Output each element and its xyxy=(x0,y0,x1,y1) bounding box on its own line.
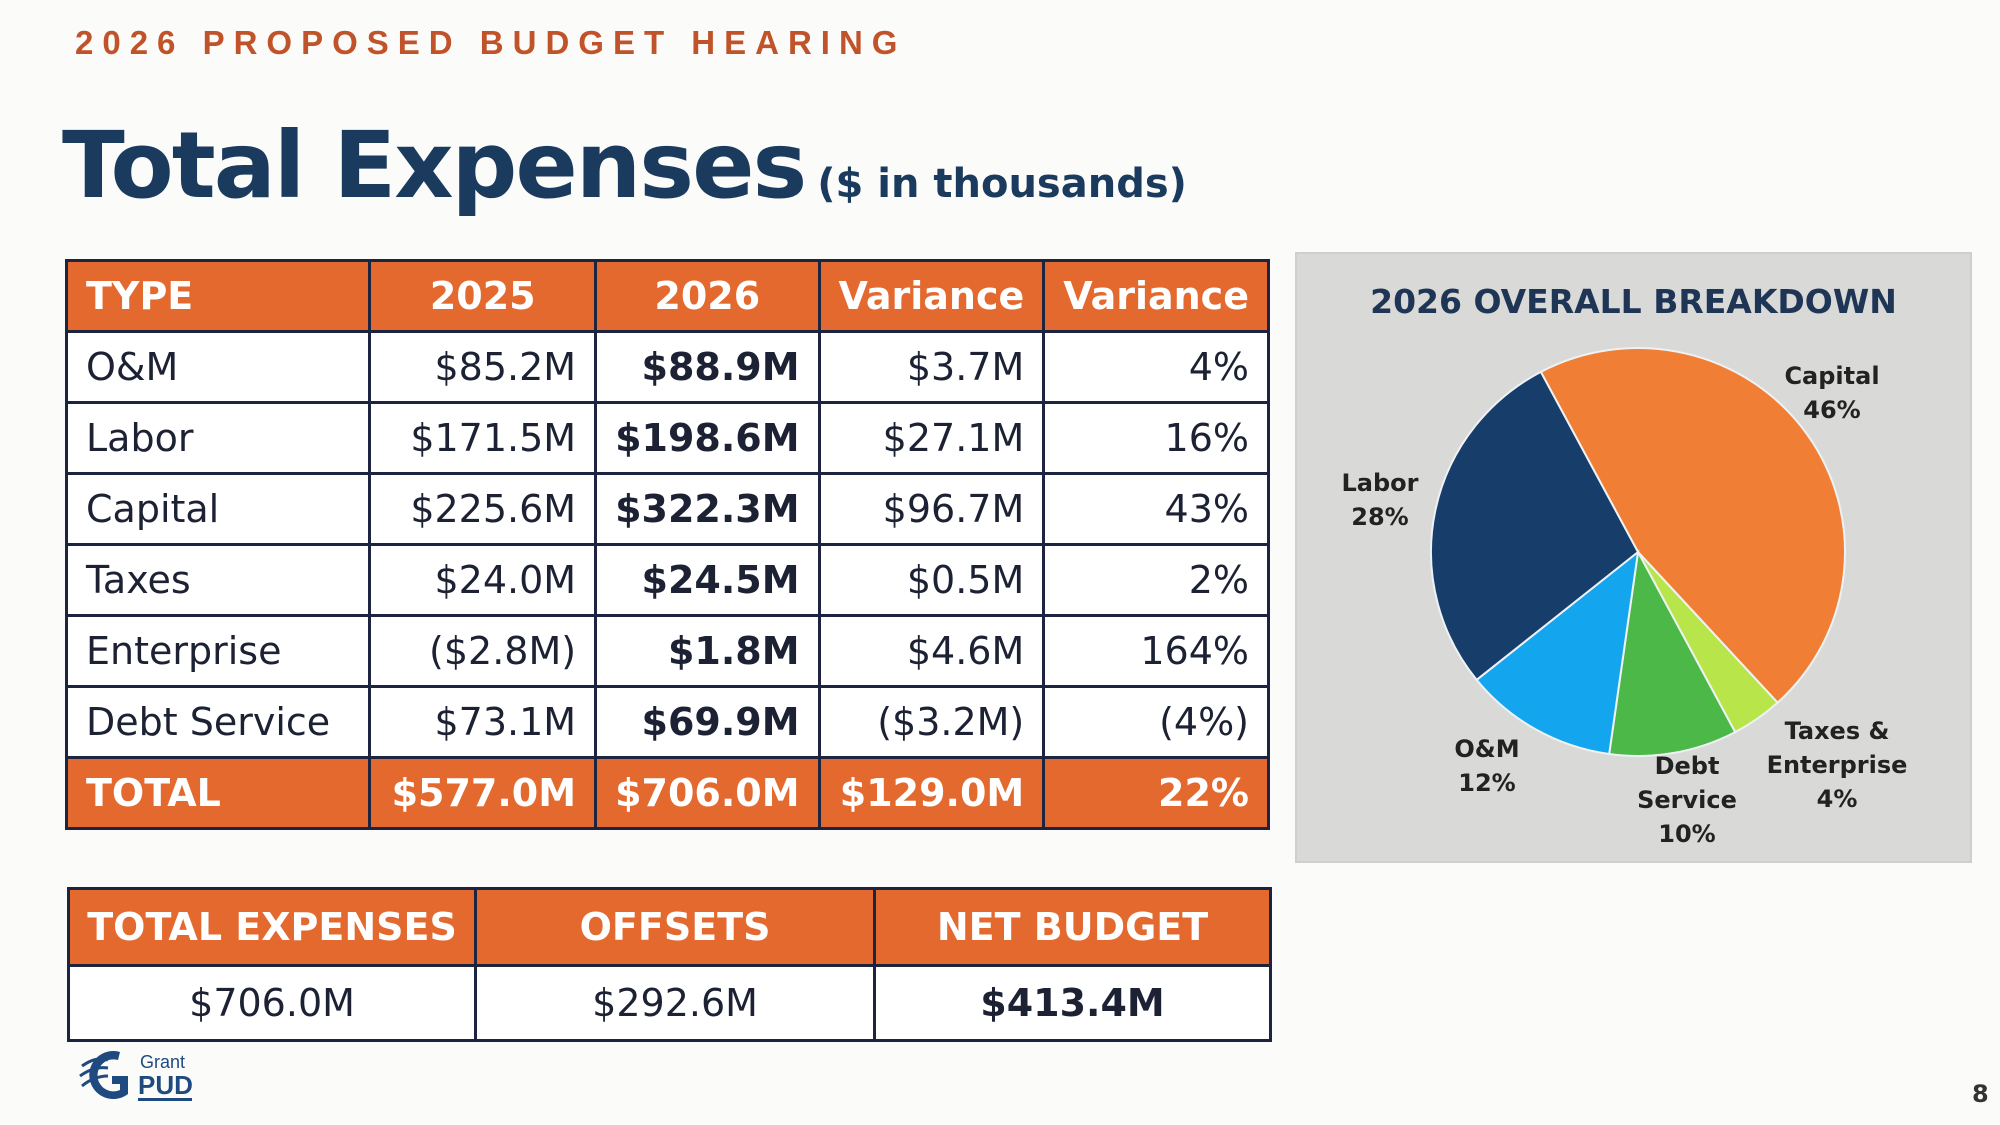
page-title: Total Expenses ($ in thousands) xyxy=(62,112,1187,219)
table-cell: 43% xyxy=(1042,472,1270,546)
table-cell: $27.1M xyxy=(817,401,1046,475)
title-units: ($ in thousands) xyxy=(817,161,1187,207)
table-cell: Taxes xyxy=(64,543,372,617)
table-cell: 22% xyxy=(1042,756,1270,830)
table-cell: $129.0M xyxy=(817,756,1046,830)
table-cell: $24.5M xyxy=(594,543,821,617)
table-cell: 2% xyxy=(1042,543,1270,617)
table-cell: O&M xyxy=(64,330,372,404)
table-cell: Enterprise xyxy=(64,614,372,688)
pie-slice-labor xyxy=(1430,370,1640,682)
table-cell: $706.0M xyxy=(594,756,821,830)
slice-label-debt-service: Debt Service 10% xyxy=(1637,752,1737,848)
table-cell: $73.1M xyxy=(368,685,598,759)
svg-text:PUD: PUD xyxy=(138,1070,193,1100)
table-cell: $85.2M xyxy=(368,330,598,404)
presentation-kicker: 2026 PROPOSED BUDGET HEARING xyxy=(75,24,907,61)
column-header: TYPE xyxy=(64,259,372,333)
table-cell: ($2.8M) xyxy=(368,614,598,688)
table-cell: Capital xyxy=(64,472,372,546)
table-cell: $322.3M xyxy=(594,472,821,546)
column-header: NET BUDGET xyxy=(873,887,1272,967)
grant-pud-logo: Grant PUD xyxy=(78,1046,198,1110)
pie-slice-capital xyxy=(1539,347,1846,705)
pie-slice-debt-service xyxy=(1608,548,1737,757)
table-cell: Debt Service xyxy=(64,685,372,759)
column-header: TOTAL EXPENSES xyxy=(66,887,478,967)
total-expenses-value: $706.0M xyxy=(66,964,478,1042)
slice-label-taxes-enterprise: Taxes & Enterprise 4% xyxy=(1766,717,1908,813)
offsets-value: $292.6M xyxy=(474,964,877,1042)
table-cell: $171.5M xyxy=(368,401,598,475)
table-cell: $24.0M xyxy=(368,543,598,617)
table-cell: $88.9M xyxy=(594,330,821,404)
table-cell: 164% xyxy=(1042,614,1270,688)
table-cell: $198.6M xyxy=(594,401,821,475)
net-budget-value: $413.4M xyxy=(873,964,1272,1042)
table-cell: $96.7M xyxy=(817,472,1046,546)
slice-label-om: O&M 12% xyxy=(1454,735,1520,797)
pie-slice-o-m xyxy=(1475,549,1640,756)
summary-header-row: TOTAL EXPENSES OFFSETS NET BUDGET xyxy=(66,887,1272,967)
table-cell: 16% xyxy=(1042,401,1270,475)
table-row: O&M $85.2M $88.9M $3.7M 4% xyxy=(64,330,1270,404)
table-cell: $1.8M xyxy=(594,614,821,688)
svg-text:Grant: Grant xyxy=(140,1052,185,1072)
table-cell: (4%) xyxy=(1042,685,1270,759)
summary-value-row: $706.0M $292.6M $413.4M xyxy=(66,964,1272,1042)
table-cell: 4% xyxy=(1042,330,1270,404)
table-row: Capital $225.6M $322.3M $96.7M 43% xyxy=(64,472,1270,546)
column-header: 2026 xyxy=(594,259,821,333)
column-header: Variance xyxy=(817,259,1046,333)
table-cell: $0.5M xyxy=(817,543,1046,617)
chart-title: 2026 OVERALL BREAKDOWN xyxy=(1370,282,1897,321)
table-row: Enterprise ($2.8M) $1.8M $4.6M 164% xyxy=(64,614,1270,688)
table-cell: $4.6M xyxy=(817,614,1046,688)
table-row: Debt Service $73.1M $69.9M ($3.2M) (4%) xyxy=(64,685,1270,759)
table-cell: $69.9M xyxy=(594,685,821,759)
table-total-row: TOTAL $577.0M $706.0M $129.0M 22% xyxy=(64,756,1270,830)
table-row: Taxes $24.0M $24.5M $0.5M 2% xyxy=(64,543,1270,617)
column-header: 2025 xyxy=(368,259,598,333)
column-header: Variance xyxy=(1042,259,1270,333)
table-cell: ($3.2M) xyxy=(817,685,1046,759)
table-cell: TOTAL xyxy=(64,756,372,830)
page-number: 8 xyxy=(1972,1080,1989,1108)
table-cell: Labor xyxy=(64,401,372,475)
table-cell: $3.7M xyxy=(817,330,1046,404)
pie-chart xyxy=(1430,347,1846,757)
table-cell: $577.0M xyxy=(368,756,598,830)
slice-label-labor: Labor 28% xyxy=(1341,469,1419,531)
expenses-table: TYPE 2025 2026 Variance Variance O&M $85.… xyxy=(64,259,1270,830)
table-cell: $225.6M xyxy=(368,472,598,546)
table-header-row: TYPE 2025 2026 Variance Variance xyxy=(64,259,1270,333)
pie-chart-panel: 2026 OVERALL BREAKDOWN Capital 46% Taxes … xyxy=(1295,252,1972,863)
table-row: Labor $171.5M $198.6M $27.1M 16% xyxy=(64,401,1270,475)
net-budget-table: TOTAL EXPENSES OFFSETS NET BUDGET $706.0… xyxy=(66,887,1272,1042)
slice-label-capital: Capital 46% xyxy=(1784,362,1880,424)
column-header: OFFSETS xyxy=(474,887,877,967)
title-text: Total Expenses xyxy=(62,112,807,219)
